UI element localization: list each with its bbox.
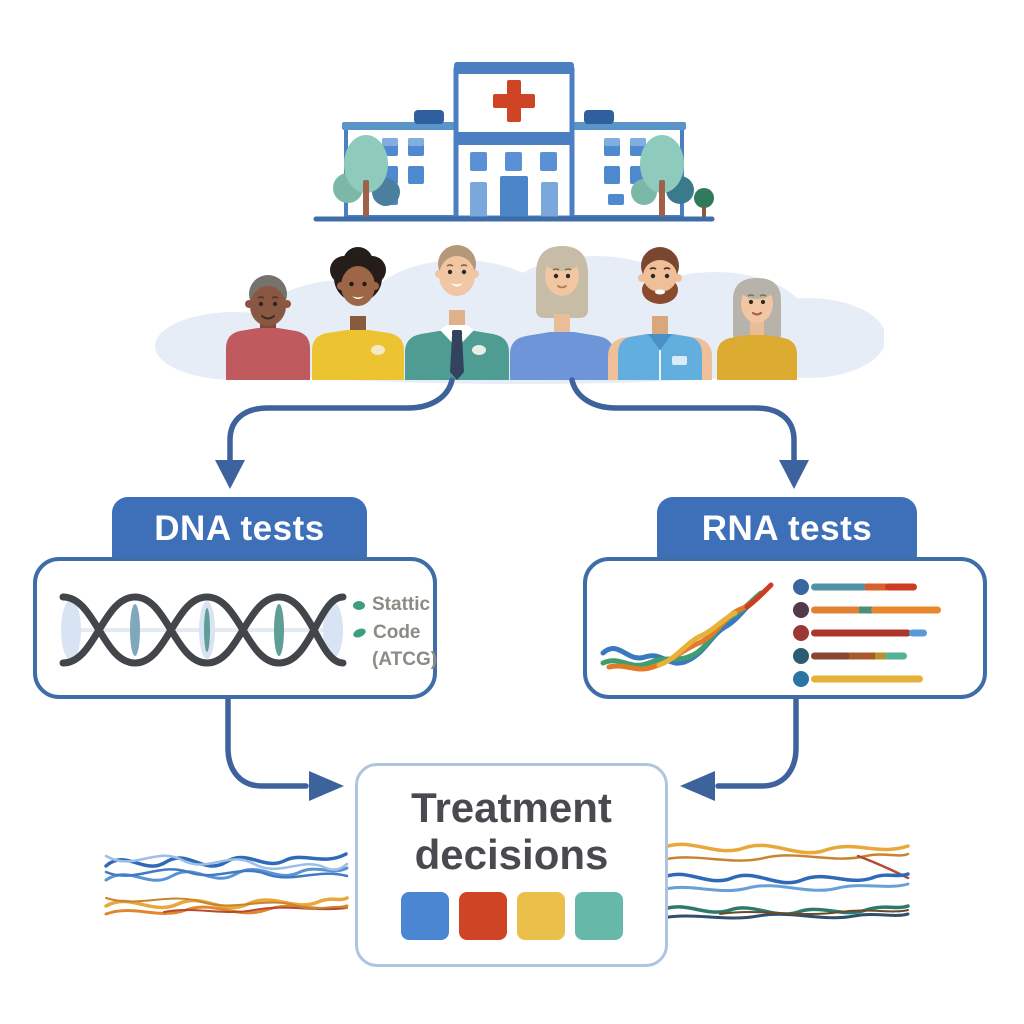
annotation-line-3: (ATCG) <box>372 649 438 671</box>
treatment-title-line-2: decisions <box>414 831 609 879</box>
red-cross-icon <box>493 80 535 122</box>
annotation-line-1: Stattic <box>372 594 431 615</box>
patient-2 <box>312 247 404 380</box>
arrow-people-to-dna <box>227 377 455 465</box>
treatment-title-line-1: Treatment <box>411 784 612 831</box>
treatment-swatches <box>358 892 665 941</box>
treatment-swatch-yellow <box>516 892 565 941</box>
dna-helix-icon <box>59 593 347 667</box>
leaf-bullet-icon <box>352 627 367 639</box>
treatment-swatch-blue <box>400 892 449 941</box>
gene-expression-bars-icon <box>793 579 941 687</box>
patient-6 <box>717 278 797 380</box>
patient-1 <box>226 275 310 380</box>
treatment-swatch-teal <box>574 892 623 941</box>
dna-header: DNA tests <box>112 497 367 561</box>
rna-header: RNA tests <box>657 497 917 561</box>
expression-waves-left <box>104 852 349 916</box>
treatment-swatch-red <box>458 892 507 941</box>
dna-title: DNA tests <box>154 509 325 548</box>
patient-group-illustration <box>155 245 884 384</box>
arrow-rna-to-treatment <box>715 697 799 789</box>
dna-panel: Stattic Code (ATCG) <box>33 557 437 699</box>
expression-waves-right <box>660 842 910 920</box>
arrow-dna-to-treatment <box>225 697 309 789</box>
patient-5 <box>608 247 712 380</box>
rna-title: RNA tests <box>701 509 873 548</box>
dot-bullet-icon <box>353 600 365 610</box>
tree-left-icon <box>333 135 400 218</box>
hospital-building-icon <box>342 62 686 221</box>
patient-4 <box>510 246 614 380</box>
patient-3 <box>405 245 509 380</box>
treatment-panel: Treatment decisions <box>355 763 668 967</box>
hospital-illustration <box>313 62 715 222</box>
annotation-line-2: Code <box>373 621 421 643</box>
rna-strand-icon <box>600 582 774 672</box>
dna-annotation: Stattic Code (ATCG) <box>352 593 473 676</box>
tree-right-icon <box>631 135 714 218</box>
arrow-people-to-rna <box>569 377 797 465</box>
rna-panel <box>583 557 987 699</box>
